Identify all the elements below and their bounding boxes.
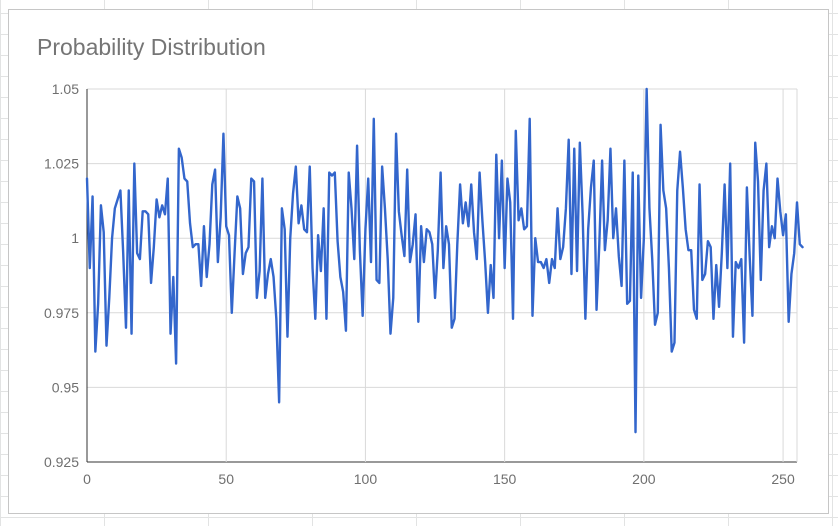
x-tick-label: 200 <box>632 471 656 487</box>
y-tick-label: 0.95 <box>52 379 79 395</box>
x-tick-label: 150 <box>493 471 517 487</box>
x-tick-label: 250 <box>771 471 795 487</box>
x-tick-label: 50 <box>218 471 234 487</box>
x-tick-label: 100 <box>354 471 378 487</box>
line-chart: 0.925 0.95 0.975 1 1.025 1.05 0 50 100 150 200 250 <box>44 81 804 487</box>
series-line <box>85 87 804 434</box>
y-tick-label: 1.05 <box>52 81 79 97</box>
y-tick-label: 1.025 <box>44 156 79 172</box>
y-tick-label: 1 <box>71 230 79 246</box>
chart-title: Probability Distribution <box>37 34 266 60</box>
x-tick-label: 0 <box>83 471 91 487</box>
chart-card: Probability Distribution 0.925 0.95 0.975 1… <box>8 9 829 514</box>
y-tick-label: 0.975 <box>44 305 79 321</box>
y-tick-label: 0.925 <box>44 454 79 470</box>
